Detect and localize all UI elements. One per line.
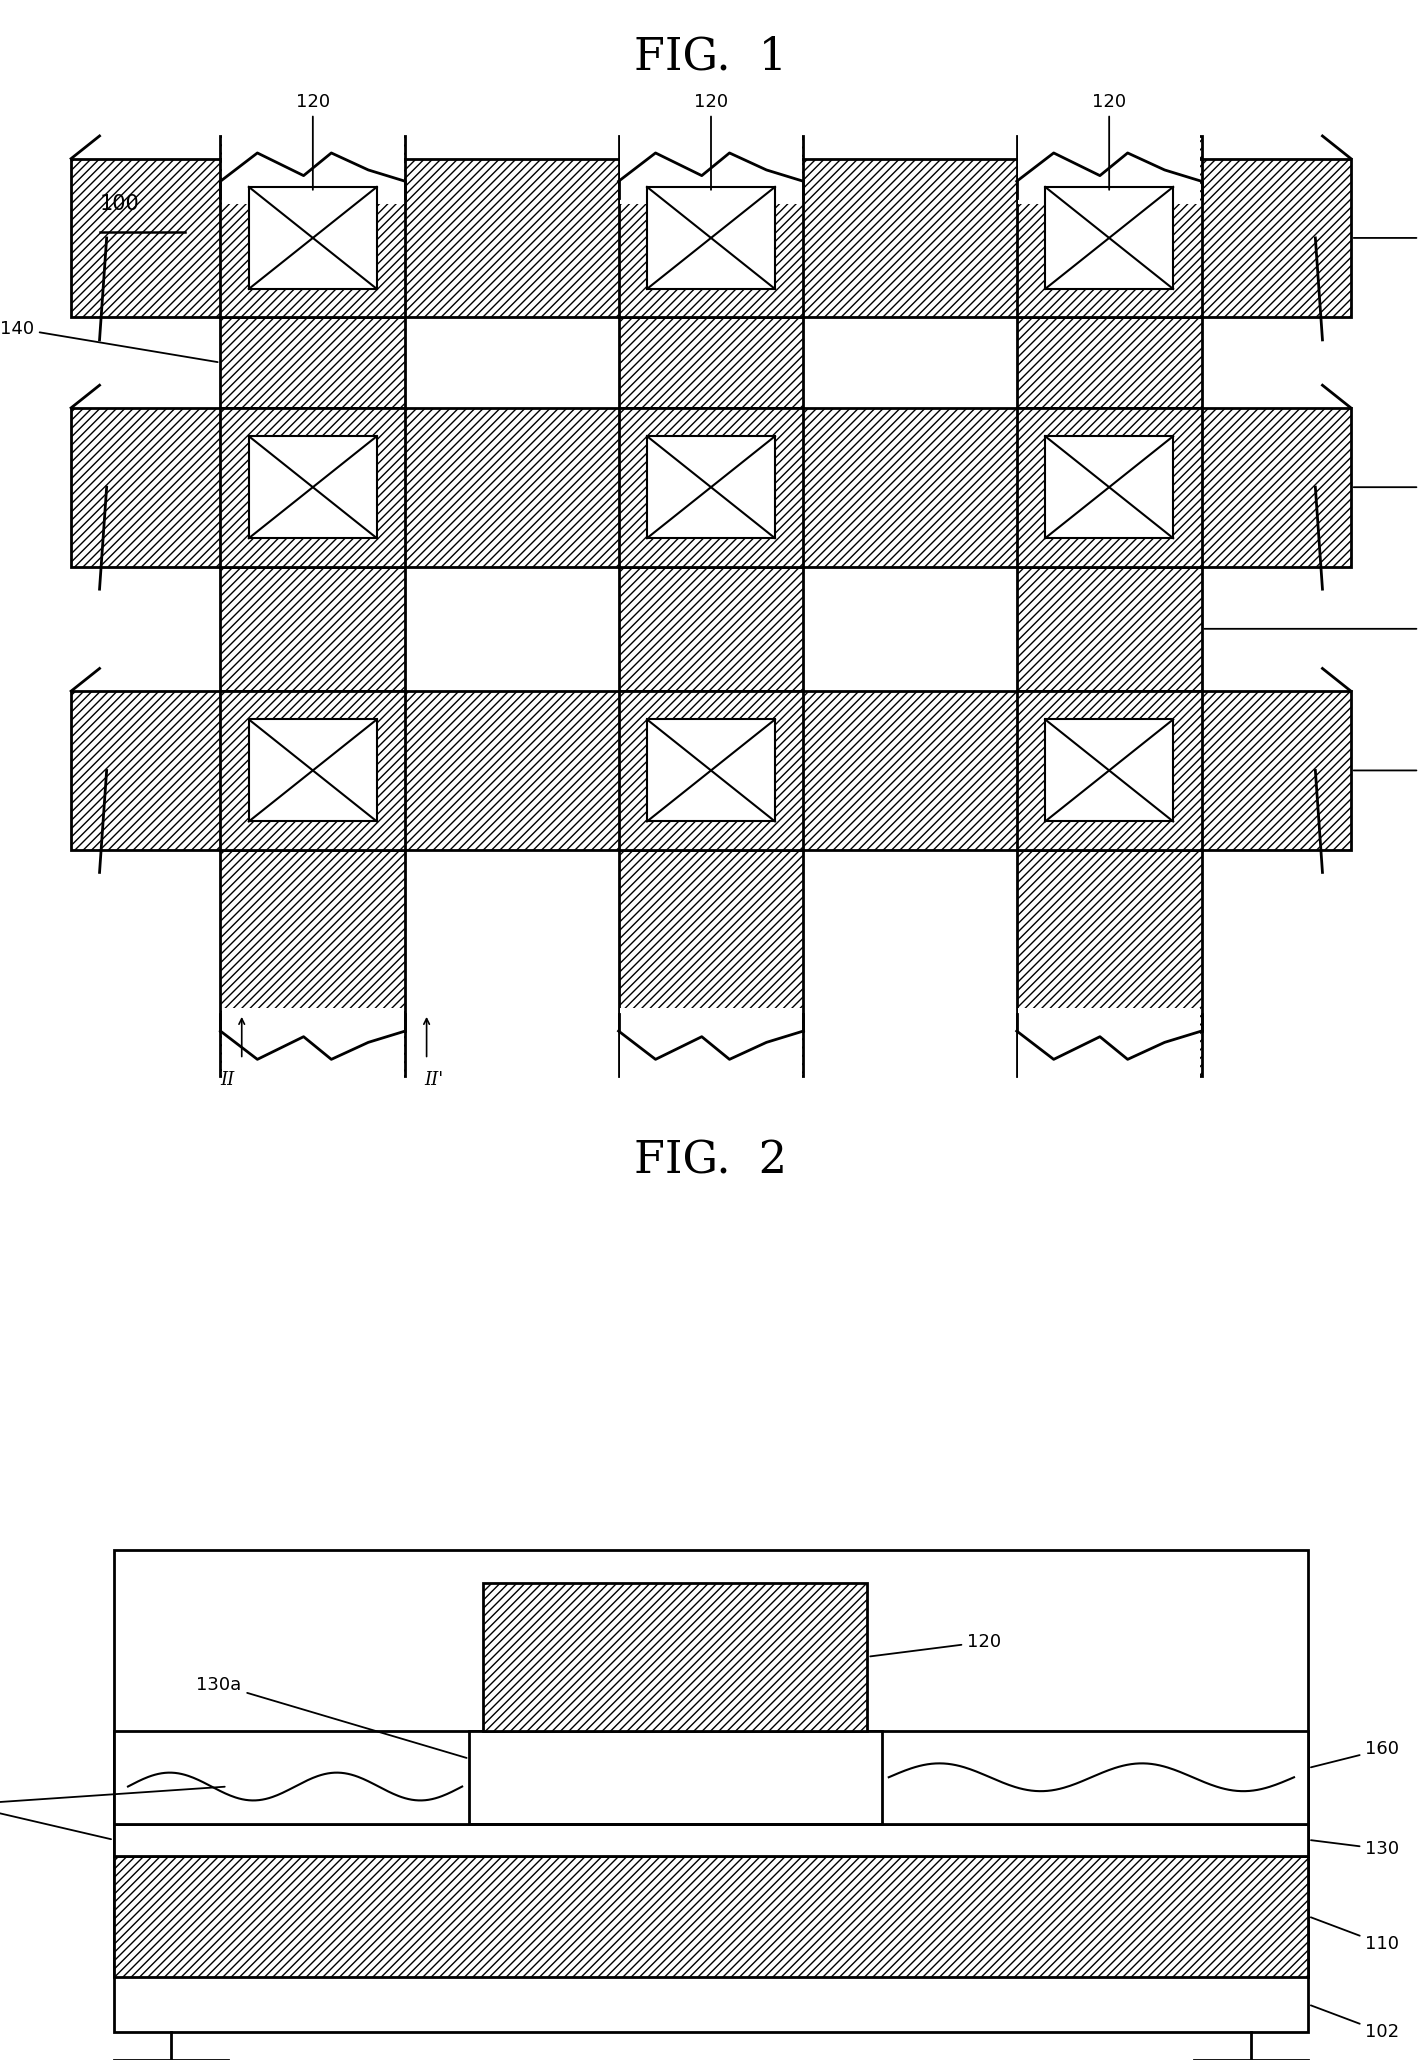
Bar	[619, 136, 803, 1075]
Text: 130: 130	[0, 1794, 111, 1840]
Bar	[1045, 719, 1173, 822]
Bar	[1017, 692, 1202, 849]
Text: 120: 120	[694, 93, 728, 190]
Text: 110: 110	[1354, 762, 1422, 779]
Bar	[620, 1007, 802, 1100]
Text: 120: 120	[870, 1634, 1001, 1656]
Bar	[249, 437, 377, 538]
Bar	[71, 159, 1351, 317]
Bar	[114, 1730, 1308, 1823]
Text: 130a: 130a	[196, 1675, 466, 1757]
Text: 100: 100	[100, 194, 139, 214]
Bar	[1018, 1007, 1200, 1100]
Text: 130: 130	[1311, 1840, 1399, 1858]
Text: 110: 110	[1311, 1918, 1399, 1953]
Bar	[249, 187, 377, 288]
Bar	[1017, 159, 1202, 317]
Bar	[220, 136, 405, 1075]
Bar	[114, 1856, 1308, 1978]
Bar	[619, 159, 803, 317]
Text: 120: 120	[296, 93, 330, 190]
Bar	[220, 692, 405, 849]
Text: 140: 140	[1204, 620, 1422, 639]
Bar	[1017, 408, 1202, 566]
Bar	[647, 719, 775, 822]
Bar	[114, 1551, 1308, 2031]
Bar	[114, 1823, 1308, 1856]
Bar	[647, 187, 775, 288]
Text: 110: 110	[1354, 229, 1422, 247]
Text: 102: 102	[1311, 2004, 1399, 2041]
Text: 120: 120	[1092, 93, 1126, 190]
Bar	[220, 408, 405, 566]
Bar	[220, 159, 405, 317]
Bar	[1017, 136, 1202, 1075]
Bar	[1018, 113, 1200, 204]
Text: FIG.  2: FIG. 2	[634, 1139, 788, 1182]
Text: II: II	[220, 1071, 235, 1088]
Text: FIG.  1: FIG. 1	[634, 35, 788, 78]
Bar	[620, 113, 802, 204]
Bar	[1045, 437, 1173, 538]
Text: 150: 150	[0, 1786, 225, 1815]
Bar	[483, 1582, 867, 1730]
Bar	[647, 437, 775, 538]
Text: 160: 160	[1311, 1741, 1399, 1767]
Bar	[619, 692, 803, 849]
Bar	[222, 1007, 404, 1100]
Bar	[469, 1730, 882, 1823]
Bar	[249, 719, 377, 822]
Text: 110: 110	[1354, 478, 1422, 496]
Bar	[1045, 187, 1173, 288]
Bar	[71, 408, 1351, 566]
Text: II': II'	[424, 1071, 444, 1088]
Bar	[619, 408, 803, 566]
Text: 140: 140	[0, 319, 218, 363]
Bar	[222, 113, 404, 204]
Bar	[71, 692, 1351, 849]
